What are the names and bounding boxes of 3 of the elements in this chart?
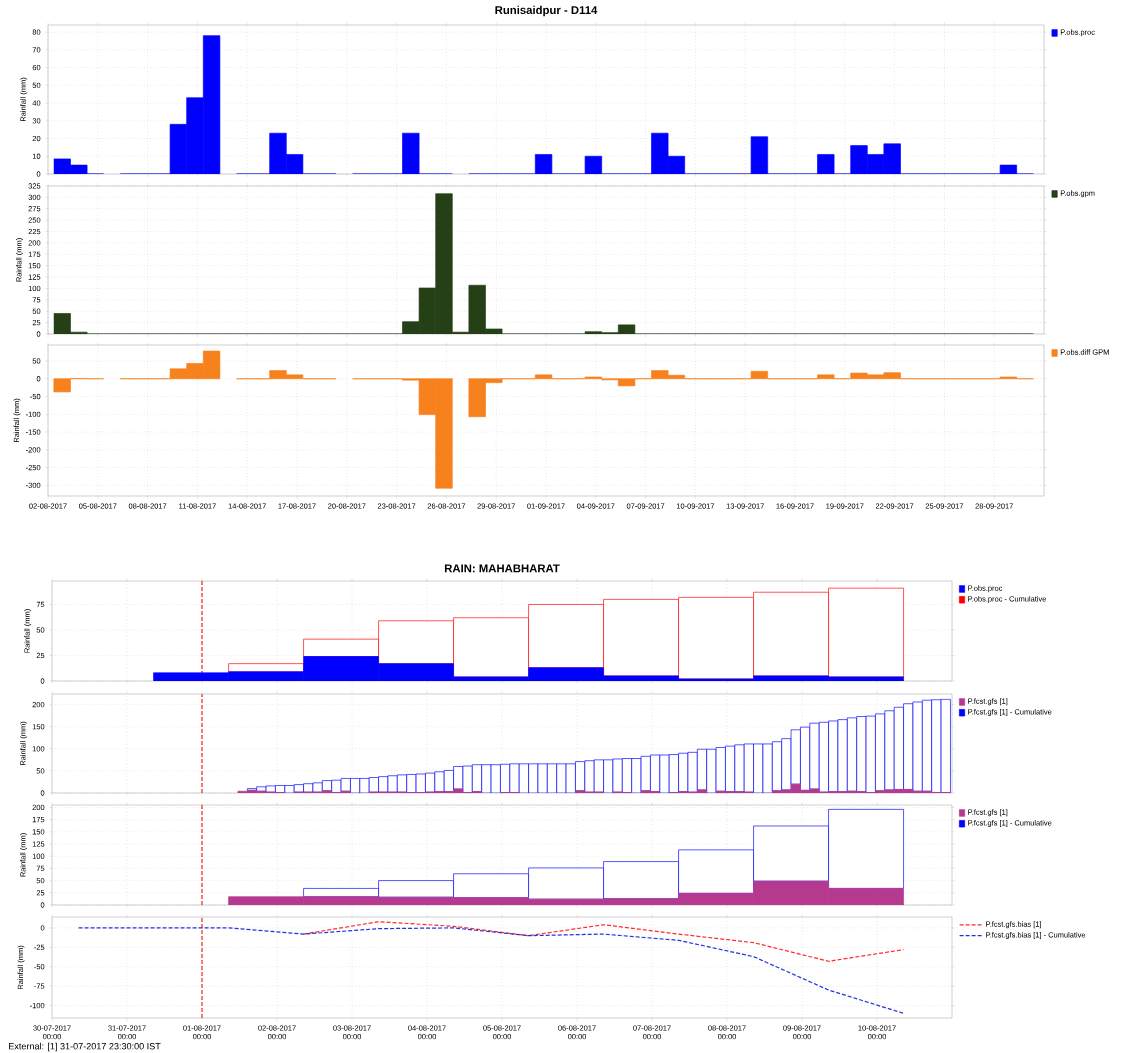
chart-title: RAIN: MAHABHARAT — [444, 564, 560, 573]
chart-title: Runisaidpur - D114 — [495, 5, 598, 17]
text: External: [1] 31-07-2017 23:30:00 IST — [9, 1042, 161, 1052]
